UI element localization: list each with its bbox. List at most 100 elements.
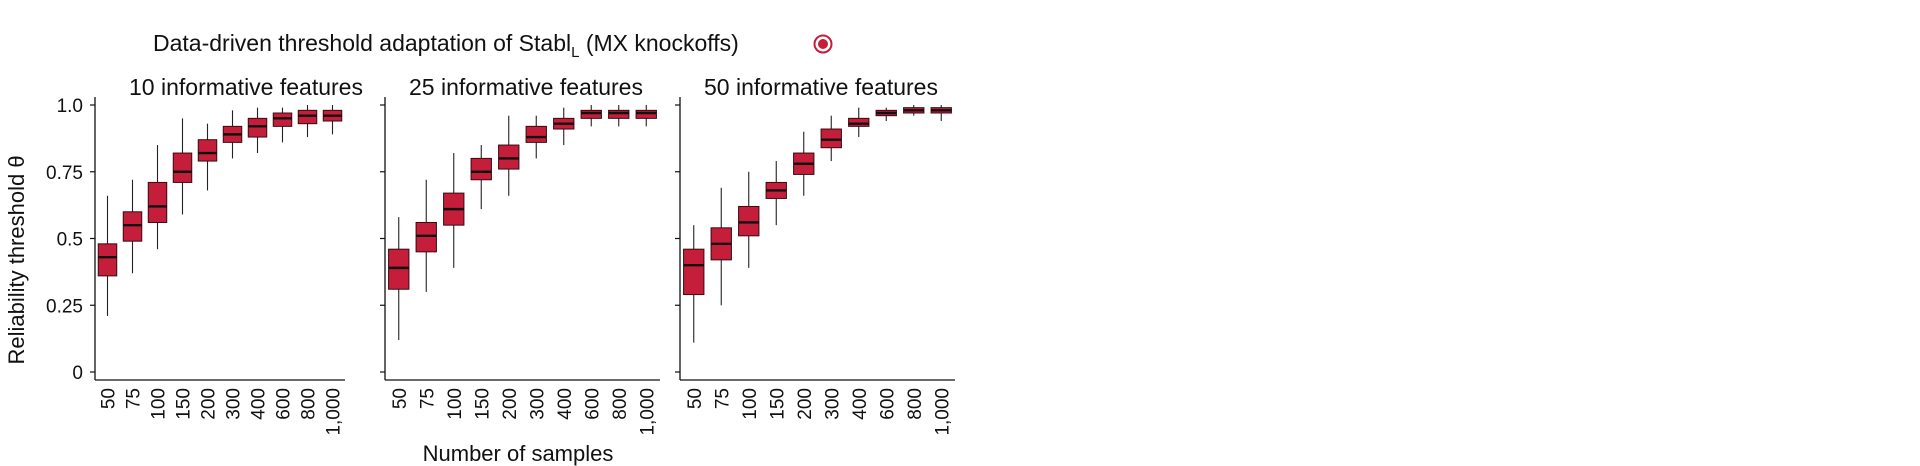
box-iqr: [525, 125, 547, 143]
x-tick-label: 50: [390, 388, 411, 409]
box-iqr: [122, 211, 143, 242]
box-75: [415, 179, 437, 292]
x-tick-label: 150: [174, 388, 195, 420]
x-tick-label: 200: [795, 388, 816, 420]
x-tick-label: 75: [124, 388, 145, 409]
x-tick-label: 50: [99, 388, 120, 409]
x-axis-label: Number of samples: [423, 441, 614, 466]
box-1,000: [635, 105, 657, 127]
box-iqr: [272, 112, 293, 127]
box-300: [525, 115, 547, 159]
x-tick-label: 600: [877, 388, 898, 420]
box-400: [553, 107, 575, 146]
box-iqr: [388, 248, 410, 290]
x-tick-label: 300: [527, 388, 548, 420]
box-iqr: [197, 139, 218, 162]
x-tick-label: 1,000: [932, 388, 953, 436]
x-tick-label: 400: [850, 388, 871, 420]
box-600: [580, 105, 602, 127]
target-circle-icon: [813, 34, 833, 54]
box-1,000: [930, 105, 952, 122]
x-tick-label: 600: [582, 388, 603, 420]
box-iqr: [415, 221, 437, 253]
box-iqr: [848, 117, 870, 127]
box-150: [470, 145, 492, 210]
y-tick-label: 0.75: [46, 163, 83, 184]
figure-title: Data-driven threshold adaptation of Stab…: [153, 30, 739, 61]
box-iqr: [172, 152, 193, 183]
box-400: [848, 107, 870, 138]
x-tick-label: 1,000: [324, 388, 345, 436]
x-tick-label: 50: [685, 388, 706, 409]
x-tick-label: 100: [445, 388, 466, 420]
x-tick-label: 100: [740, 388, 761, 420]
panel-title: 50 informative features: [704, 74, 938, 100]
x-tick-label: 300: [822, 388, 843, 420]
box-50: [388, 217, 410, 340]
x-tick-label: 300: [224, 388, 245, 420]
y-tick-label: 0.5: [57, 230, 83, 251]
x-tick-label: 75: [712, 388, 733, 409]
box-iqr: [97, 243, 118, 277]
panel-title: 10 informative features: [129, 74, 363, 100]
box-iqr: [297, 109, 318, 125]
x-tick-label: 800: [299, 388, 320, 420]
figure-title-main: Data-driven threshold adaptation of Stab…: [153, 30, 571, 56]
chart-panels: 10 informative features 0 0.25 0.5 0.75 1.0 50…: [46, 74, 955, 436]
box-iqr: [498, 144, 520, 170]
chart-panel: 25 informative features 50 75 100 150 200 300 4…: [380, 74, 660, 436]
x-tick-label: 1,000: [637, 388, 658, 436]
box-100: [738, 171, 760, 268]
box-200: [498, 115, 520, 196]
box-200: [197, 123, 218, 191]
chart-panel: 50 informative features 50 75 100 150 200 300 4…: [675, 74, 955, 436]
x-tick-label: 200: [199, 388, 220, 420]
y-tick-label: 0.25: [46, 296, 83, 317]
box-iqr: [580, 109, 602, 119]
box-iqr: [820, 128, 842, 149]
box-iqr: [635, 109, 657, 119]
box-50: [97, 195, 118, 316]
box-iqr: [608, 109, 630, 119]
x-tick-label: 150: [767, 388, 788, 420]
x-tick-label: 150: [472, 388, 493, 420]
panel-title: 25 informative features: [409, 74, 643, 100]
box-200: [793, 131, 815, 196]
figure-title-suffix: (MX knockoffs): [579, 30, 738, 56]
x-tick-label: 800: [905, 388, 926, 420]
box-100: [147, 145, 168, 250]
box-75: [710, 187, 732, 306]
box-150: [765, 161, 787, 226]
x-tick-label: 400: [555, 388, 576, 420]
y-tick-label: 1.0: [57, 96, 83, 117]
box-50: [683, 225, 705, 343]
y-tick-label: 0: [72, 363, 83, 384]
box-iqr: [247, 117, 268, 138]
x-tick-label: 600: [274, 388, 295, 420]
box-600: [875, 107, 897, 122]
box-150: [172, 118, 193, 215]
box-400: [247, 107, 268, 154]
box-iqr: [738, 205, 760, 237]
x-tick-label: 800: [610, 388, 631, 420]
box-iqr: [470, 157, 492, 181]
x-tick-label: 75: [417, 388, 438, 409]
x-tick-label: 100: [149, 388, 170, 420]
box-300: [222, 110, 243, 159]
box-600: [272, 107, 293, 143]
box-300: [820, 115, 842, 162]
box-1,000: [322, 105, 343, 135]
box-800: [608, 105, 630, 127]
x-tick-label: 200: [500, 388, 521, 420]
box-800: [297, 105, 318, 138]
y-axis-label: Reliability threshold θ: [4, 155, 29, 364]
x-tick-label: 400: [249, 388, 270, 420]
box-iqr: [683, 248, 705, 296]
box-iqr: [147, 181, 168, 223]
box-100: [443, 153, 465, 268]
chart-panel: 10 informative features 0 0.25 0.5 0.75 1.0 50…: [46, 74, 363, 436]
box-75: [122, 179, 143, 274]
box-800: [903, 105, 925, 116]
figure-title-subscript: L: [571, 44, 579, 61]
